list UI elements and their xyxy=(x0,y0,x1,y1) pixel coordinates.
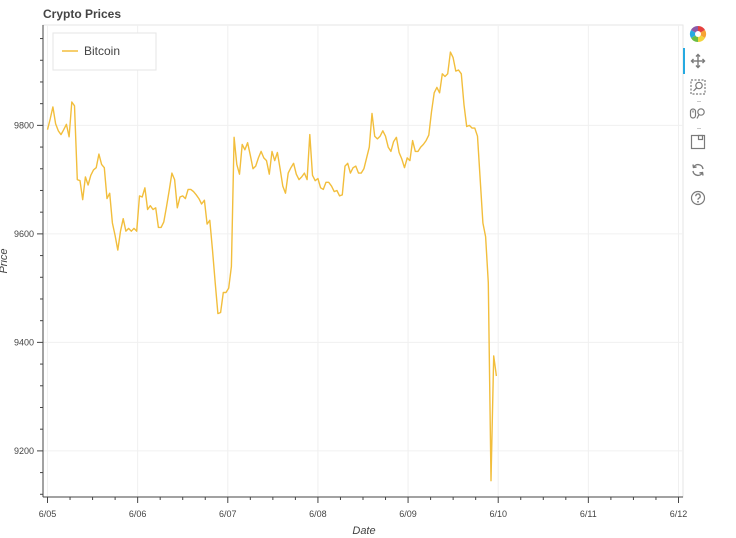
series-layer xyxy=(46,51,498,482)
y-ticks: 9200 9400 9600 9800 xyxy=(14,38,43,495)
y-tick-label: 9200 xyxy=(14,446,34,456)
x-tick-label: 6/08 xyxy=(309,509,327,519)
chart-toolbar xyxy=(683,22,713,212)
series-line-bitcoin xyxy=(46,51,498,482)
x-tick-label: 6/10 xyxy=(489,509,507,519)
save-icon[interactable] xyxy=(687,131,709,153)
box-zoom-icon[interactable] xyxy=(687,76,709,98)
x-tick-label: 6/05 xyxy=(39,509,57,519)
x-tick-label: 6/06 xyxy=(129,509,147,519)
pan-icon[interactable] xyxy=(687,50,709,72)
wheel-zoom-icon[interactable] xyxy=(687,103,709,125)
legend: Bitcoin xyxy=(52,32,157,71)
plot-frame xyxy=(42,24,684,498)
bokeh-logo-icon[interactable] xyxy=(687,23,709,45)
x-tick-label: 6/09 xyxy=(399,509,417,519)
toolbar-separator xyxy=(697,128,701,129)
y-tick-label: 9600 xyxy=(14,229,34,239)
y-tick-label: 9400 xyxy=(14,337,34,347)
chart-title: Crypto Prices xyxy=(43,7,121,21)
grid-lines xyxy=(43,25,683,497)
y-axis-label: Price xyxy=(0,248,10,273)
x-tick-label: 6/12 xyxy=(670,509,688,519)
help-icon[interactable] xyxy=(687,187,709,209)
x-ticks: 6/05 6/06 6/07 6/08 6/09 6/10 6/11 6/12 xyxy=(39,497,688,519)
x-axis-label: Date xyxy=(352,525,375,537)
x-tick-label: 6/07 xyxy=(219,509,237,519)
y-tick-label: 9800 xyxy=(14,120,34,130)
toolbar-separator xyxy=(697,101,701,102)
x-tick-label: 6/11 xyxy=(580,509,597,519)
legend-label-bitcoin: Bitcoin xyxy=(84,44,120,58)
reset-icon[interactable] xyxy=(687,159,709,181)
active-tool-indicator xyxy=(683,48,685,74)
